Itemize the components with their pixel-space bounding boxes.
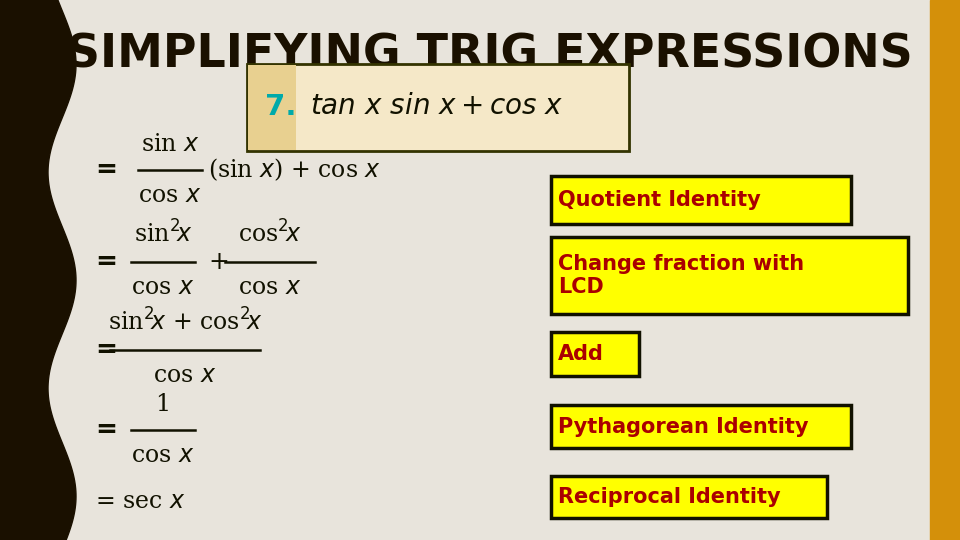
- Text: +: +: [208, 250, 228, 274]
- Text: Reciprocal Identity: Reciprocal Identity: [558, 487, 780, 507]
- FancyBboxPatch shape: [551, 476, 827, 518]
- FancyBboxPatch shape: [247, 64, 629, 151]
- Text: =: =: [95, 157, 117, 183]
- Text: =: =: [95, 417, 117, 443]
- Bar: [930, 0, 960, 540]
- Text: = sec $\it{x}$: = sec $\it{x}$: [95, 490, 185, 514]
- Text: sin$^2\!$$\it{x}$ + cos$^2\!$$\it{x}$: sin$^2\!$$\it{x}$ + cos$^2\!$$\it{x}$: [108, 309, 262, 336]
- Text: cos$^2\!$$\it{x}$: cos$^2\!$$\it{x}$: [238, 221, 301, 248]
- Text: cos $\it{x}$: cos $\it{x}$: [138, 184, 202, 207]
- Text: sin$^2\!$$\it{x}$: sin$^2\!$$\it{x}$: [133, 221, 192, 248]
- Polygon shape: [0, 0, 76, 540]
- Text: Change fraction with
LCD: Change fraction with LCD: [558, 254, 804, 297]
- FancyBboxPatch shape: [248, 65, 296, 150]
- Text: cos $\it{x}$: cos $\it{x}$: [238, 276, 301, 299]
- Text: 1: 1: [156, 393, 171, 416]
- Text: 7.: 7.: [265, 93, 297, 121]
- Text: SIMPLIFYING TRIG EXPRESSIONS: SIMPLIFYING TRIG EXPRESSIONS: [67, 32, 913, 77]
- Text: =: =: [95, 337, 117, 363]
- FancyBboxPatch shape: [551, 237, 908, 314]
- Text: cos $\it{x}$: cos $\it{x}$: [132, 276, 195, 299]
- FancyBboxPatch shape: [551, 176, 851, 224]
- FancyBboxPatch shape: [551, 406, 851, 448]
- Text: sin $\it{x}$: sin $\it{x}$: [141, 133, 200, 156]
- Text: cos $\it{x}$: cos $\it{x}$: [154, 364, 217, 387]
- Text: Pythagorean Identity: Pythagorean Identity: [558, 416, 808, 437]
- Text: =: =: [95, 249, 117, 275]
- Text: cos $\it{x}$: cos $\it{x}$: [132, 444, 195, 467]
- Text: $\mathit{tan\ x\ sin\ x + cos\ x}$: $\mathit{tan\ x\ sin\ x + cos\ x}$: [310, 93, 564, 120]
- Text: (sin $\it{x}$) + cos $\it{x}$: (sin $\it{x}$) + cos $\it{x}$: [208, 157, 381, 183]
- Text: Quotient Identity: Quotient Identity: [558, 190, 760, 210]
- FancyBboxPatch shape: [551, 332, 639, 376]
- Text: Add: Add: [558, 343, 604, 364]
